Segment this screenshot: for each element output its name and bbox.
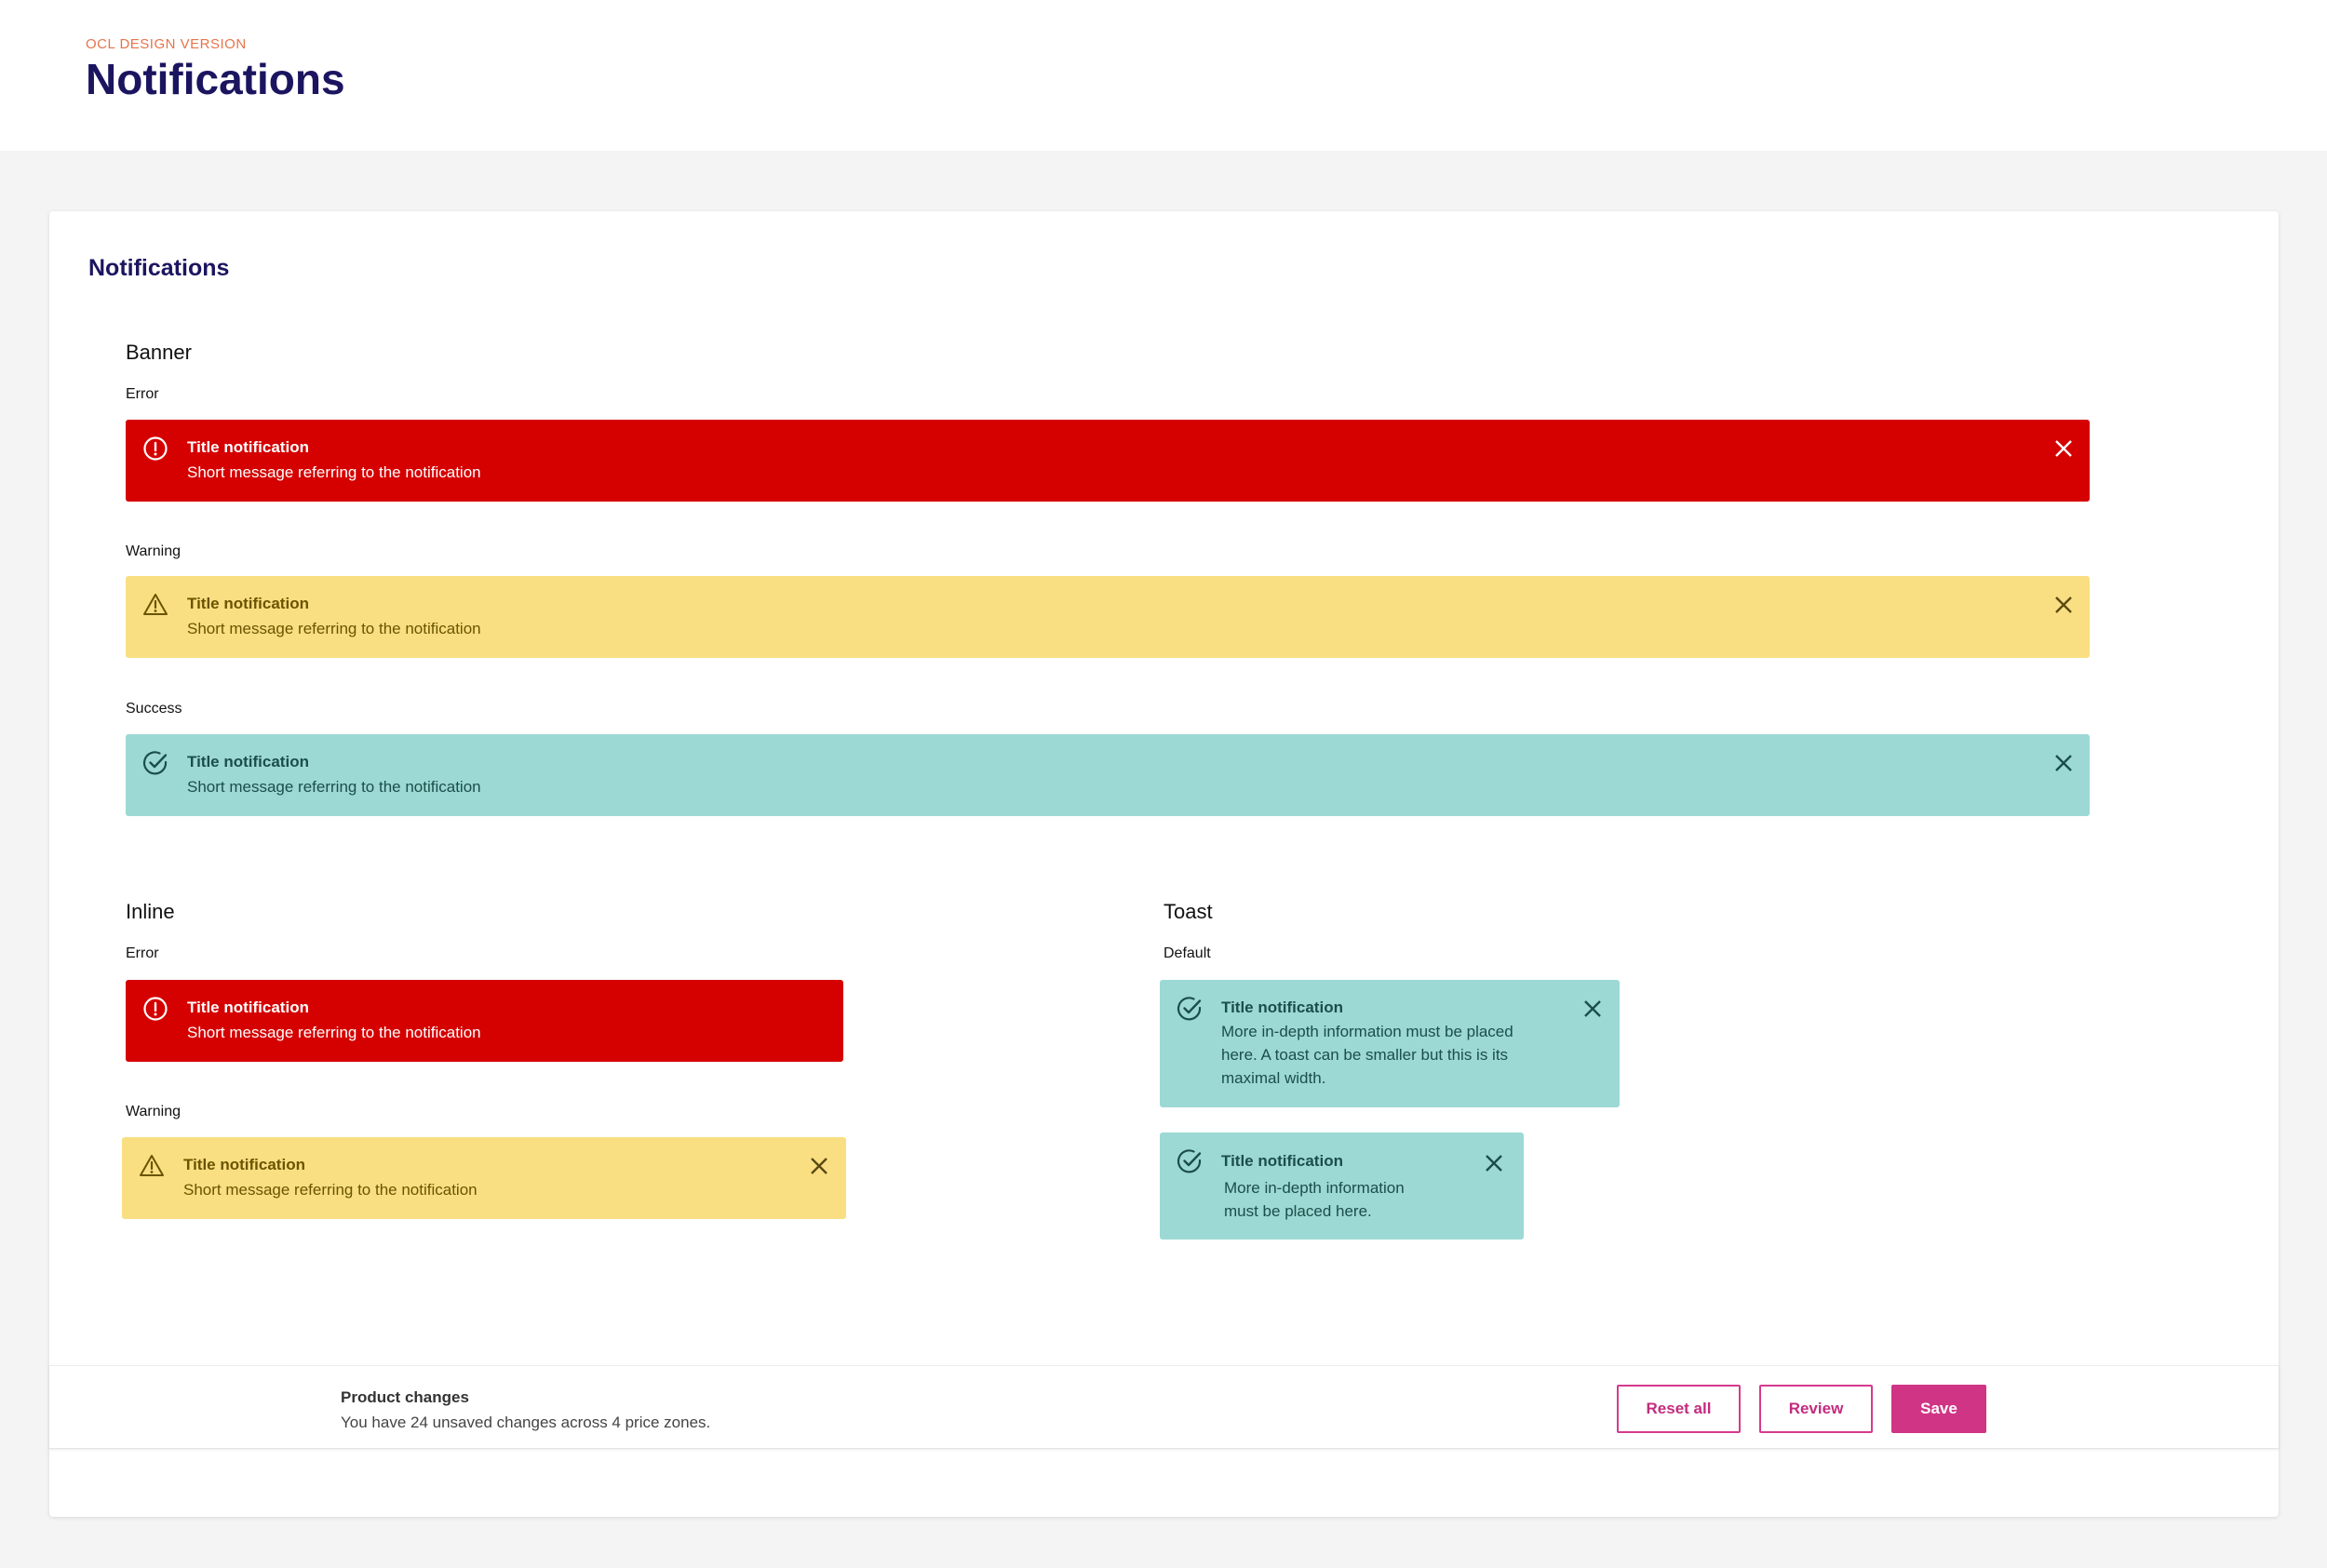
card-title: Notifications [88,255,230,281]
toast-section-title: Toast [1164,900,1213,923]
alert-circle-icon [142,436,168,462]
notification-message: More in-depth information must be placed… [1224,1179,1405,1220]
notification-message: Short message referring to the notificat… [187,1024,481,1041]
toast-small-notification: Title notification More in-depth informa… [1160,1132,1524,1240]
notification-message: Short message referring to the notificat… [187,620,481,637]
notification-title: Title notification [187,753,309,771]
close-icon[interactable] [1580,997,1605,1021]
check-circle-icon [1177,996,1203,1022]
close-icon[interactable] [807,1154,831,1178]
banner-error-label: Error [126,386,159,402]
inline-warning-notification: Title notification Short message referri… [122,1137,846,1219]
reset-all-button[interactable]: Reset all [1617,1385,1741,1433]
close-icon[interactable] [1482,1151,1506,1175]
notification-title: Title notification [1221,1152,1343,1170]
inline-error-label: Error [126,945,159,961]
check-circle-icon [1177,1148,1203,1174]
review-button[interactable]: Review [1759,1385,1873,1433]
notification-title: Title notification [183,1156,305,1173]
warning-triangle-icon [139,1153,165,1179]
save-button[interactable]: Save [1891,1385,1986,1433]
toast-large-notification: Title notification More in-depth informa… [1160,980,1620,1107]
notification-title: Title notification [1221,998,1343,1016]
banner-warning-notification: Title notification Short message referri… [126,576,2090,658]
notification-title: Title notification [187,998,309,1016]
banner-section-title: Banner [126,341,192,364]
notification-message: Short message referring to the notificat… [187,778,481,796]
notification-title: Title notification [187,595,309,612]
inline-warning-label: Warning [126,1104,181,1119]
banner-success-notification: Title notification Short message referri… [126,734,2090,816]
notification-message: More in-depth information must be placed… [1221,1023,1513,1087]
banner-warning-label: Warning [126,543,181,559]
notifications-card: Notifications Banner Error Title notific… [49,211,2279,1517]
alert-circle-icon [142,996,168,1022]
page-title: Notifications [86,55,345,103]
banner-error-notification: Title notification Short message referri… [126,420,2090,502]
notification-message: Short message referring to the notificat… [183,1181,478,1199]
close-icon[interactable] [2051,593,2076,617]
warning-triangle-icon [142,592,168,618]
banner-success-label: Success [126,701,182,717]
toast-default-label: Default [1164,945,1211,961]
inline-section-title: Inline [126,900,175,923]
action-bar-message: You have 24 unsaved changes across 4 pri… [341,1414,711,1431]
close-icon[interactable] [2051,751,2076,775]
unsaved-changes-bar: Product changes You have 24 unsaved chan… [49,1365,2279,1449]
check-circle-icon [142,750,168,776]
action-bar-title: Product changes [341,1388,469,1406]
inline-error-notification: Title notification Short message referri… [126,980,843,1062]
page-header: OCL DESIGN VERSION Notifications [0,0,2327,151]
notification-title: Title notification [187,438,309,456]
notification-message: Short message referring to the notificat… [187,463,481,481]
page-eyebrow: OCL DESIGN VERSION [86,36,247,52]
close-icon[interactable] [2051,436,2076,461]
